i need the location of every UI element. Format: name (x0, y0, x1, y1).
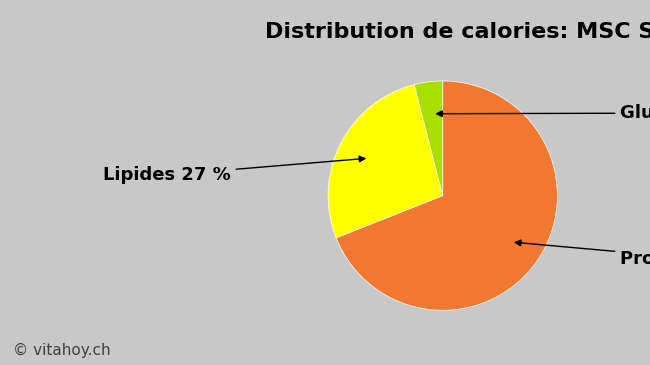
Wedge shape (336, 81, 557, 310)
Text: Distribution de calories: MSC Seehechtfilets (Migros): Distribution de calories: MSC Seehechtfi… (265, 22, 650, 42)
Text: Protéines 69 %: Protéines 69 % (515, 240, 650, 268)
Wedge shape (328, 85, 443, 238)
Wedge shape (414, 81, 443, 196)
Text: © vitahoy.ch: © vitahoy.ch (13, 343, 111, 358)
Text: Glucides 4 %: Glucides 4 % (437, 104, 650, 122)
Text: Lipides 27 %: Lipides 27 % (103, 156, 365, 184)
